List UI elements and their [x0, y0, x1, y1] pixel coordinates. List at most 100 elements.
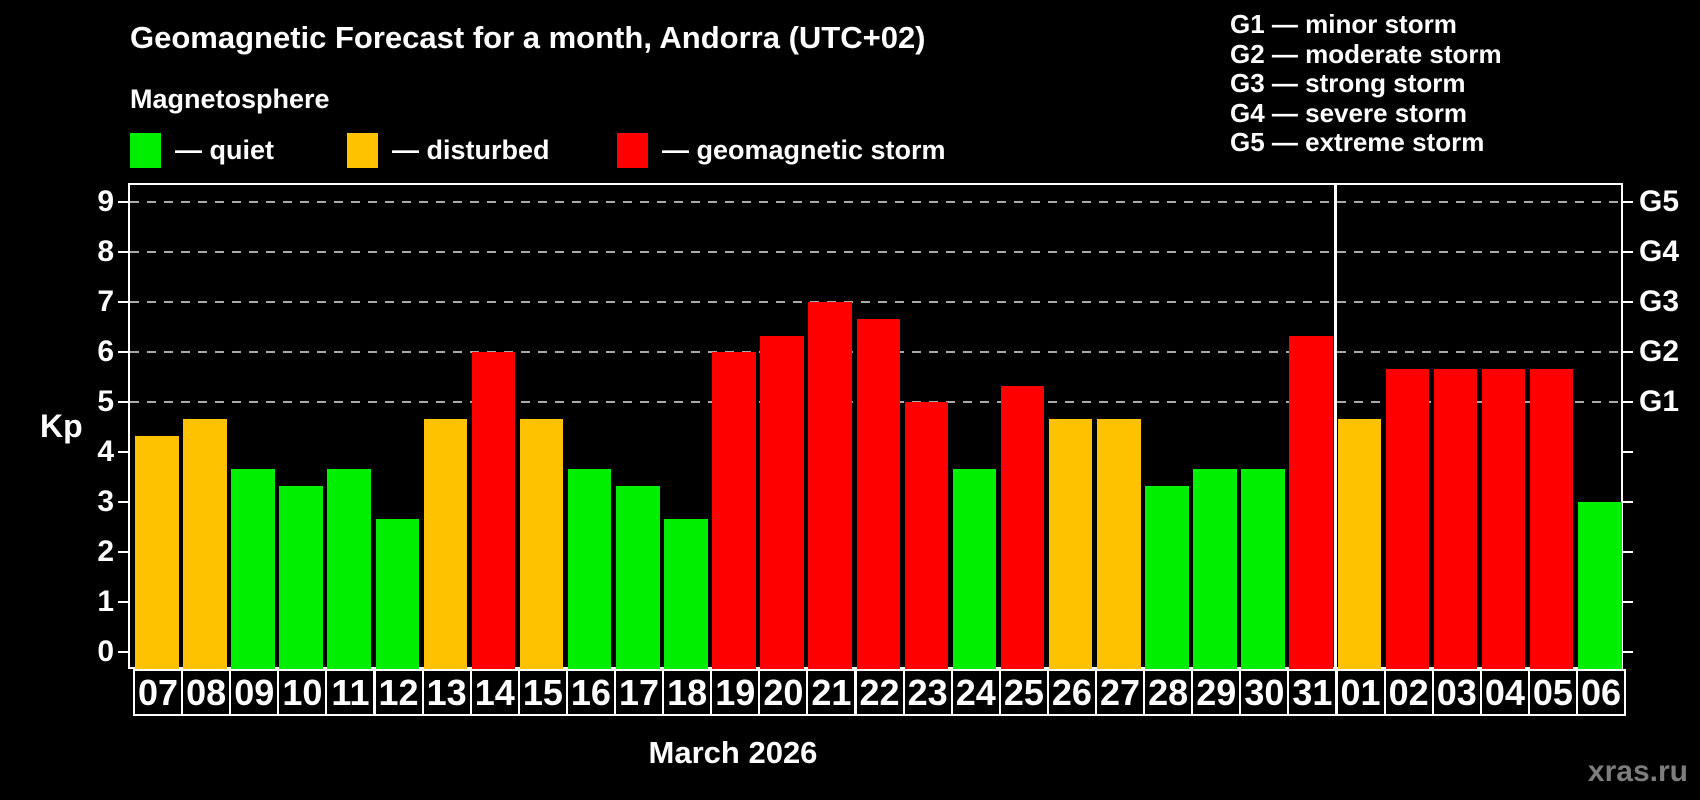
y-axis-label-0: 0: [97, 635, 114, 668]
g-axis-label-g3: G3: [1639, 285, 1680, 318]
kp-bar-day-23: [904, 402, 949, 669]
right-axis-tick-8: [1623, 251, 1633, 253]
left-axis-tick-1: [118, 601, 128, 603]
y-axis-label-4: 4: [97, 435, 114, 468]
g4-legend-line: G4 — severe storm: [1230, 97, 1468, 128]
day-box-31: 31: [1287, 669, 1338, 716]
kp-bar-day-27: [1097, 418, 1141, 669]
day-box-04: 04: [1479, 669, 1530, 716]
y-axis-label-3: 3: [97, 485, 114, 518]
left-axis-tick-7: [118, 301, 128, 303]
day-box-16: 16: [565, 669, 616, 716]
kp-bar-day-21: [808, 302, 852, 669]
g-axis-label-g4: G4: [1639, 235, 1680, 268]
right-axis-tick-4: [1623, 451, 1633, 453]
y-axis-label-1: 1: [97, 585, 114, 618]
day-box-22: 22: [854, 669, 905, 716]
kp-bar-day-03: [1433, 368, 1478, 669]
page-title: Geomagnetic Forecast for a month, Andorr…: [130, 20, 926, 55]
right-axis-tick-0: [1623, 651, 1633, 653]
kp-bar-day-18: [664, 518, 708, 669]
y-axis-label-5: 5: [97, 385, 114, 418]
right-axis-tick-1: [1623, 601, 1633, 603]
day-box-09: 09: [229, 669, 280, 716]
day-box-11: 11: [325, 669, 376, 716]
legend-item-disturbed: — disturbed: [347, 133, 550, 168]
g-axis-label-g1: G1: [1639, 385, 1680, 418]
gridline-kp8: [130, 251, 1621, 253]
legend-quiet-label: — quiet: [175, 135, 274, 165]
day-box-18: 18: [662, 669, 713, 716]
day-box-01: 01: [1335, 669, 1386, 716]
left-axis-tick-2: [118, 551, 128, 553]
kp-bar-day-26: [1048, 418, 1093, 669]
kp-axis-label: Kp: [40, 408, 83, 444]
month-axis-label: March 2026: [648, 735, 818, 770]
day-box-05: 05: [1527, 669, 1578, 716]
left-axis-tick-6: [118, 351, 128, 353]
day-box-13: 13: [421, 669, 472, 716]
kp-bar-day-15: [519, 418, 564, 669]
left-axis-tick-9: [118, 201, 128, 203]
disturbed-color-swatch: [347, 133, 378, 168]
kp-bar-day-08: [183, 418, 227, 669]
kp-bar-day-13: [423, 418, 468, 669]
month-separator-line: [1334, 183, 1337, 669]
kp-bar-day-24: [952, 468, 997, 669]
g-axis-label-g5: G5: [1639, 185, 1680, 218]
g-axis-label-g2: G2: [1639, 335, 1680, 368]
day-box-29: 29: [1191, 669, 1242, 716]
day-box-15: 15: [517, 669, 568, 716]
day-box-24: 24: [950, 669, 1001, 716]
kp-bar-day-12: [375, 518, 419, 669]
storm-scale-legend: G1 — minor storm G2 — moderate storm G3 …: [1230, 9, 1502, 158]
kp-bar-day-20: [760, 335, 804, 669]
day-box-12: 12: [373, 669, 424, 716]
day-box-27: 27: [1095, 669, 1146, 716]
kp-bar-day-06: [1578, 502, 1622, 669]
right-axis-tick-7: [1623, 301, 1633, 303]
right-axis-tick-6: [1623, 351, 1633, 353]
g1-legend-line: G1 — minor storm: [1230, 9, 1457, 39]
y-axis-label-7: 7: [97, 285, 114, 318]
kp-bar-day-05: [1529, 368, 1574, 669]
right-axis-tick-9: [1623, 201, 1633, 203]
left-axis-tick-5: [118, 401, 128, 403]
gridline-kp7: [130, 301, 1621, 303]
kp-bar-day-29: [1193, 468, 1237, 669]
left-axis-tick-4: [118, 451, 128, 453]
gridline-kp9: [130, 201, 1621, 203]
kp-bar-day-14: [471, 352, 516, 669]
day-box-25: 25: [998, 669, 1049, 716]
left-axis-tick-0: [118, 651, 128, 653]
day-box-07: 07: [133, 669, 184, 716]
kp-bar-day-19: [712, 352, 756, 669]
kp-bar-day-02: [1385, 368, 1430, 669]
kp-bar-day-30: [1241, 468, 1285, 669]
day-box-06: 06: [1576, 669, 1627, 716]
day-box-23: 23: [902, 669, 953, 716]
kp-bar-day-31: [1289, 335, 1333, 669]
xras-watermark: xras.ru: [1587, 755, 1688, 788]
day-box-14: 14: [469, 669, 520, 716]
kp-bar-day-04: [1481, 368, 1526, 669]
y-axis-label-8: 8: [97, 235, 114, 268]
day-box-21: 21: [806, 669, 857, 716]
y-axis-label-2: 2: [97, 535, 114, 568]
kp-bar-day-11: [327, 468, 371, 669]
right-axis-tick-3: [1623, 501, 1633, 503]
kp-bar-day-10: [279, 485, 323, 669]
kp-bar-day-28: [1145, 485, 1189, 669]
g2-legend-line: G2 — moderate storm: [1230, 38, 1502, 69]
legend-disturbed-label: — disturbed: [392, 135, 550, 165]
day-box-03: 03: [1431, 669, 1482, 716]
g3-legend-line: G3 — strong storm: [1230, 68, 1466, 98]
storm-color-swatch: [617, 133, 648, 168]
day-box-08: 08: [181, 669, 232, 716]
day-box-26: 26: [1046, 669, 1097, 716]
legend-item-quiet: — quiet: [130, 133, 274, 168]
right-axis-tick-2: [1623, 551, 1633, 553]
quiet-color-swatch: [130, 133, 161, 168]
y-axis-label-6: 6: [97, 335, 114, 368]
